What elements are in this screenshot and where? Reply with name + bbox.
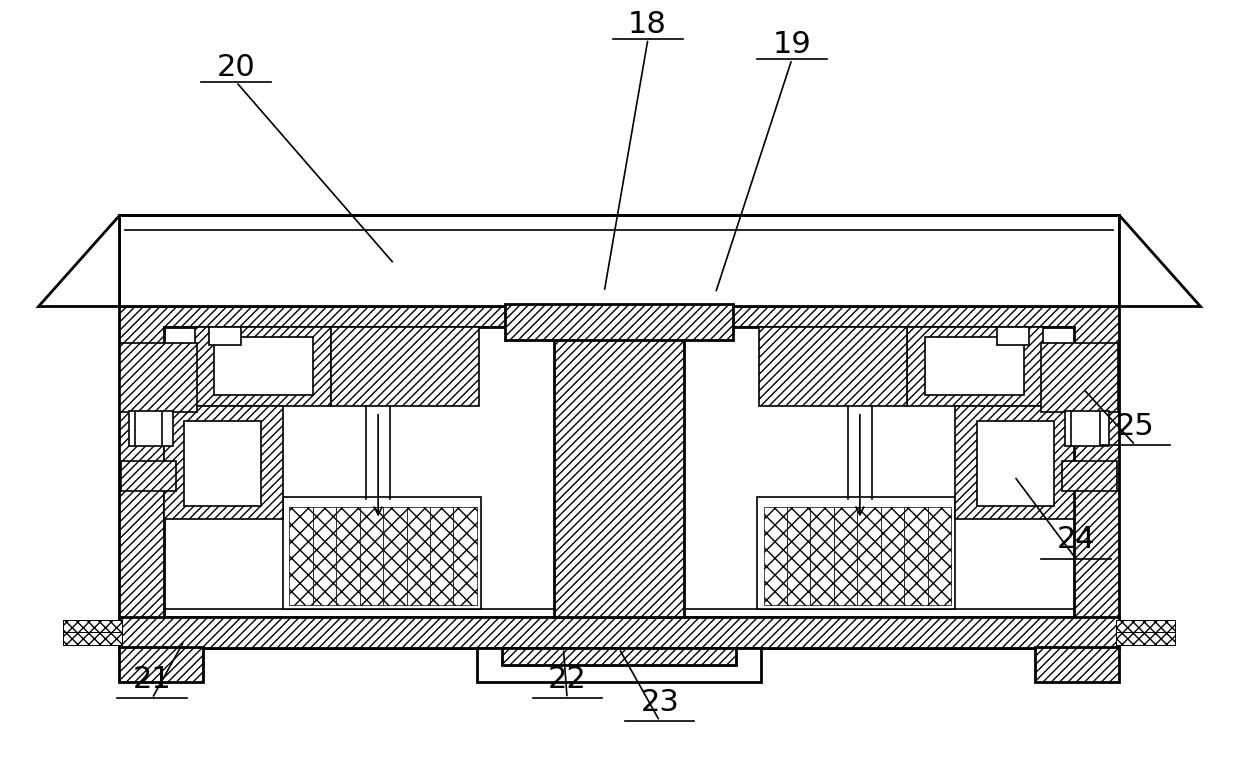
Bar xyxy=(121,461,176,491)
Bar xyxy=(927,507,951,605)
Text: 21: 21 xyxy=(132,665,171,694)
Polygon shape xyxy=(38,215,119,306)
Bar xyxy=(787,507,811,605)
Bar xyxy=(758,497,954,609)
Bar xyxy=(858,507,881,605)
Bar xyxy=(119,306,1119,648)
Text: 19: 19 xyxy=(773,30,811,59)
Bar xyxy=(359,507,383,605)
Bar xyxy=(290,507,313,605)
Bar xyxy=(904,507,927,605)
Bar xyxy=(977,421,1054,506)
Bar xyxy=(834,507,858,605)
Bar xyxy=(383,507,406,605)
Bar xyxy=(505,304,733,341)
Bar xyxy=(1062,461,1117,491)
Bar xyxy=(764,507,787,605)
Text: 20: 20 xyxy=(217,53,255,82)
Bar xyxy=(214,338,313,395)
Bar xyxy=(284,497,480,609)
Bar xyxy=(1035,647,1119,682)
Bar xyxy=(477,648,761,682)
Bar xyxy=(119,616,1119,648)
Bar xyxy=(119,647,203,682)
Bar xyxy=(184,421,261,506)
Bar xyxy=(332,327,479,405)
Bar xyxy=(1065,411,1109,446)
Bar xyxy=(119,215,1119,306)
Bar xyxy=(406,507,430,605)
Bar xyxy=(165,327,1073,616)
Bar xyxy=(209,327,241,345)
Bar xyxy=(337,507,359,605)
Bar xyxy=(453,507,477,605)
Polygon shape xyxy=(1119,215,1200,306)
Bar xyxy=(881,507,904,605)
Bar xyxy=(63,620,123,632)
Bar xyxy=(313,507,337,605)
Text: 18: 18 xyxy=(628,10,667,39)
Bar xyxy=(759,327,906,405)
Bar xyxy=(120,344,197,411)
Bar xyxy=(165,405,284,520)
Bar xyxy=(906,327,1042,405)
Bar xyxy=(997,327,1029,345)
Bar xyxy=(954,405,1073,520)
Text: 22: 22 xyxy=(547,665,587,694)
Bar xyxy=(430,507,453,605)
Bar xyxy=(553,327,685,616)
Bar xyxy=(1115,632,1175,645)
Bar xyxy=(501,648,737,665)
Bar xyxy=(129,411,173,446)
Text: 23: 23 xyxy=(640,687,680,716)
Bar xyxy=(1041,344,1118,411)
Bar xyxy=(925,338,1024,395)
Bar xyxy=(1115,620,1175,632)
Text: 24: 24 xyxy=(1057,525,1096,554)
Bar xyxy=(196,327,332,405)
Text: 25: 25 xyxy=(1115,411,1155,440)
Bar xyxy=(63,632,123,645)
Bar xyxy=(811,507,834,605)
